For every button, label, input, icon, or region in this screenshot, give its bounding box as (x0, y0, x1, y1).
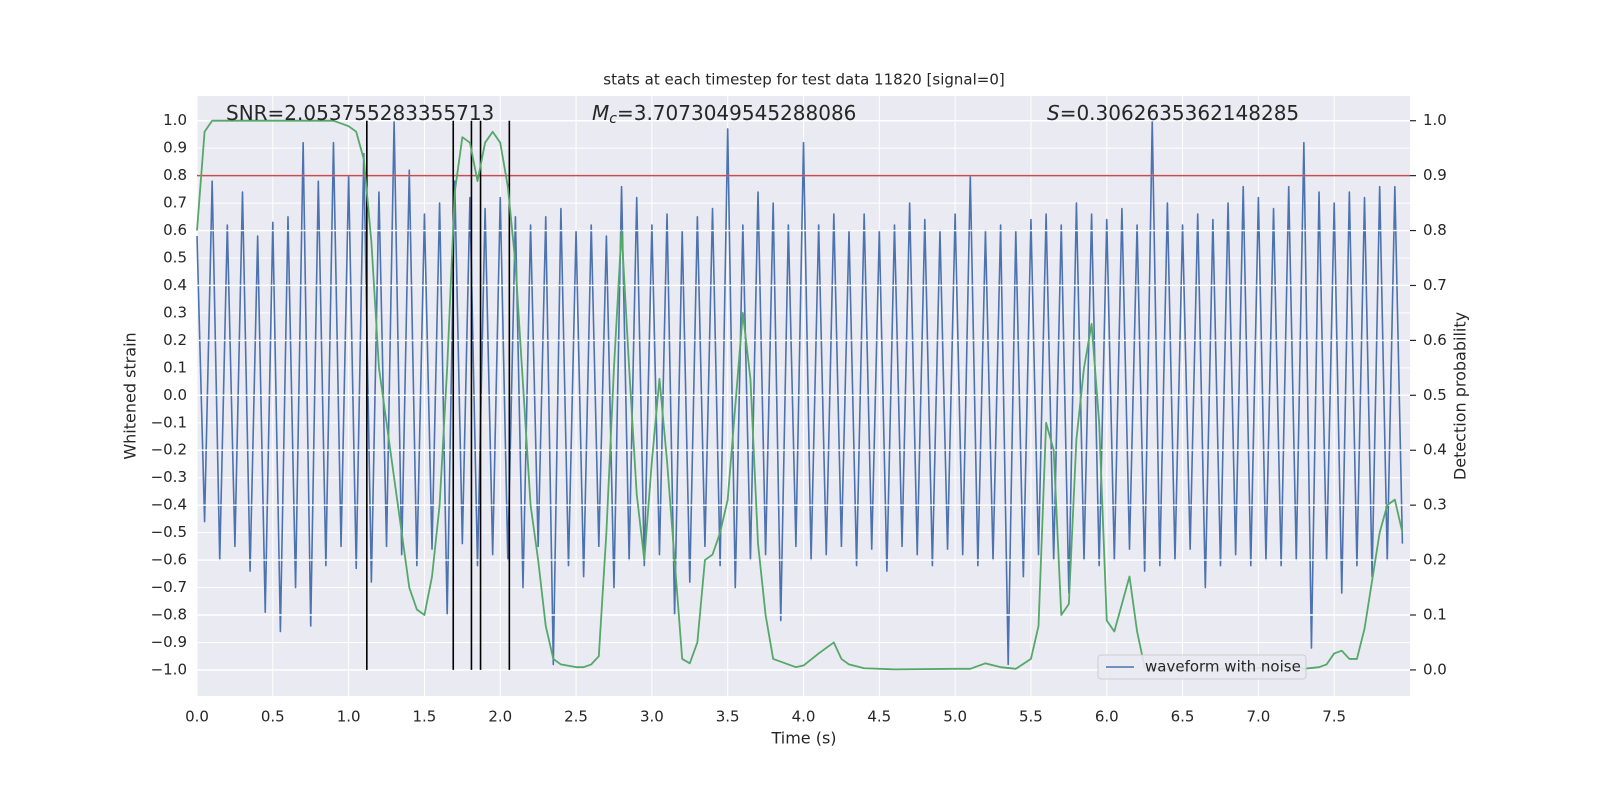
y-tick-label: 0.5 (163, 249, 187, 267)
y-tick-label: −0.5 (151, 523, 187, 541)
y2-tick-label: 1.0 (1423, 111, 1447, 129)
y2-tick-label: 0.2 (1423, 551, 1447, 569)
y2-tick-label: 0.4 (1423, 441, 1447, 459)
annotation-symbol: S (1047, 101, 1060, 125)
y-tick-label: −0.4 (151, 496, 187, 514)
annotation-text: SNR=2.053755283355713 (226, 101, 494, 125)
y-tick-label: −0.6 (151, 551, 187, 569)
y2-tick-label: 0.6 (1423, 331, 1447, 349)
y-tick-label: −1.0 (151, 660, 187, 678)
x-tick-label: 5.5 (1019, 708, 1043, 726)
x-tick-label: 0.0 (185, 708, 209, 726)
chart-title: stats at each timestep for test data 118… (603, 71, 1004, 89)
annotation: S=0.3062635362148285 (1047, 101, 1299, 125)
y-tick-label: 0.3 (163, 303, 187, 321)
y2-tick-label: 0.3 (1423, 496, 1447, 514)
x-tick-label: 1.0 (337, 708, 361, 726)
y-tick-label: −0.8 (151, 605, 187, 623)
x-tick-label: 7.0 (1246, 708, 1270, 726)
x-tick-label: 1.5 (413, 708, 437, 726)
y2-tick-label: 0.9 (1423, 166, 1447, 184)
legend-box (1097, 654, 1307, 680)
annotation-symbol: M (592, 101, 609, 125)
y2-tick-label: 0.7 (1423, 276, 1447, 294)
x-tick-label: 3.0 (640, 708, 664, 726)
legend-label: waveform with noise (1145, 658, 1301, 676)
annotation-text: =0.3062635362148285 (1060, 101, 1299, 125)
annotation: SNR=2.053755283355713 (226, 101, 494, 125)
annotation-text: =3.7073049545288086 (617, 101, 856, 125)
y2-tick-label: 0.8 (1423, 221, 1447, 239)
y2-tick-label: 0.5 (1423, 386, 1447, 404)
x-tick-label: 2.5 (564, 708, 588, 726)
x-tick-label: 7.5 (1322, 708, 1346, 726)
x-tick-label: 6.5 (1171, 708, 1195, 726)
y2-axis-label: Detection probability (1451, 312, 1470, 480)
y-tick-label: −0.1 (151, 413, 187, 431)
x-tick-label: 2.0 (488, 708, 512, 726)
y2-tick-label: 0.1 (1423, 605, 1447, 623)
y-tick-label: −0.9 (151, 633, 187, 651)
x-tick-label: 4.5 (867, 708, 891, 726)
y2-tick-label: 0.0 (1423, 660, 1447, 678)
x-tick-label: 4.0 (792, 708, 816, 726)
annotation: Mc=3.7073049545288086 (592, 101, 856, 128)
y-tick-label: 0.4 (163, 276, 187, 294)
x-axis-label: Time (s) (770, 729, 836, 748)
y-tick-label: 0.2 (163, 331, 187, 349)
y-axis-label: Whitened strain (121, 332, 140, 459)
y-tick-label: 1.0 (163, 111, 187, 129)
y-tick-label: −0.7 (151, 578, 187, 596)
x-tick-label: 3.5 (716, 708, 740, 726)
y-tick-label: 0.0 (163, 386, 187, 404)
x-tick-label: 6.0 (1095, 708, 1119, 726)
x-tick-label: 0.5 (261, 708, 285, 726)
x-tick-label: 5.0 (943, 708, 967, 726)
annotation-subscript: c (609, 111, 617, 127)
y-tick-label: 0.7 (163, 194, 187, 212)
y-tick-label: 0.6 (163, 221, 187, 239)
series-line (196, 119, 1404, 666)
y-tick-label: 0.8 (163, 166, 187, 184)
y-tick-label: 0.1 (163, 358, 187, 376)
y-tick-label: −0.3 (151, 468, 187, 486)
y-tick-label: 0.9 (163, 139, 187, 157)
y-tick-label: −0.2 (151, 441, 187, 459)
